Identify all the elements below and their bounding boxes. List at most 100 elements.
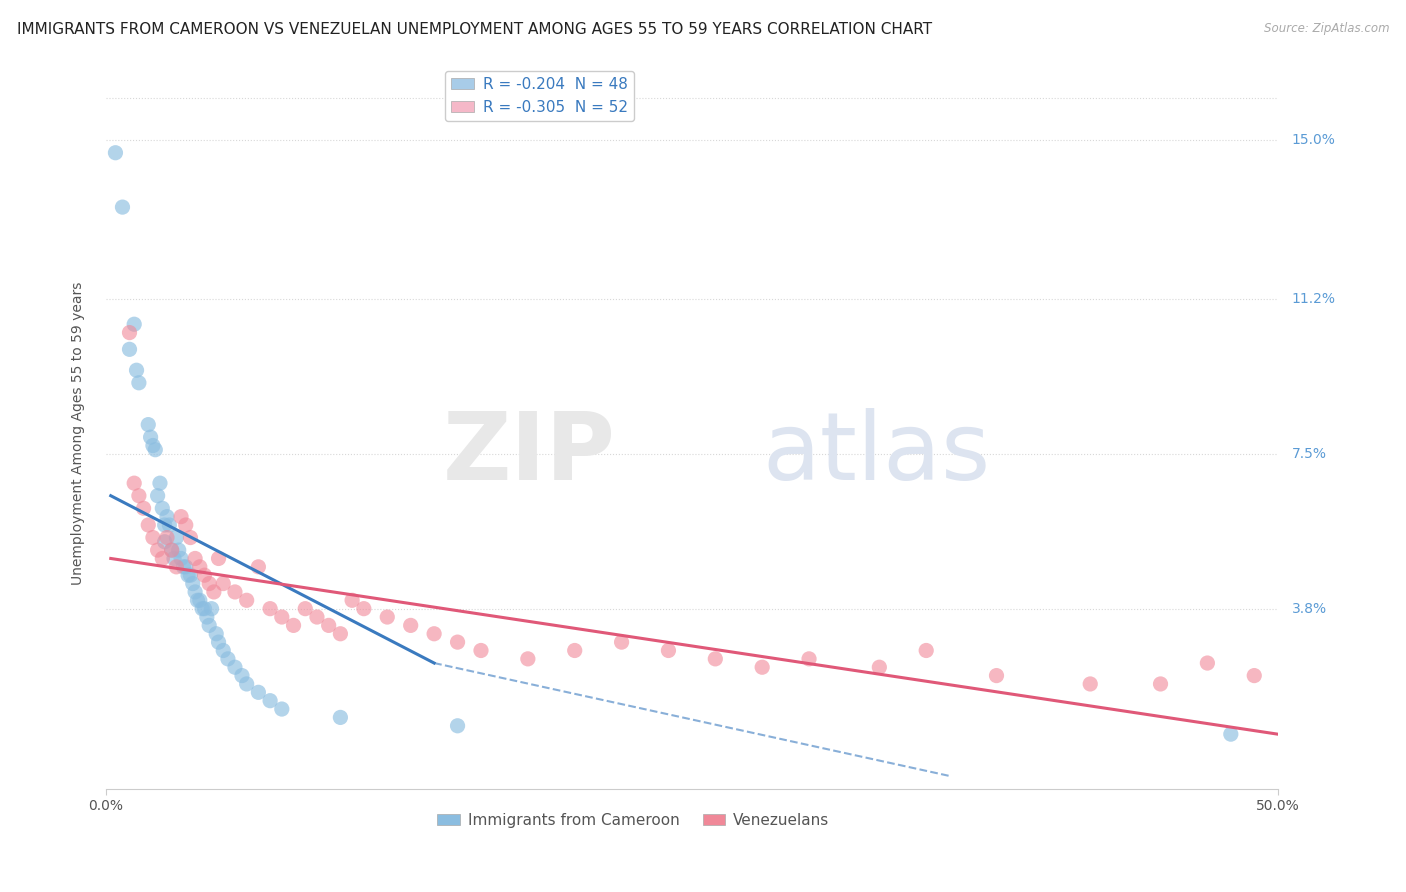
Point: [136, 518, 159, 533]
Point: [200, 601, 222, 615]
Point: [165, 559, 187, 574]
Point: [188, 559, 211, 574]
Point: [146, 543, 169, 558]
Point: [172, 559, 194, 574]
Point: [170, 509, 193, 524]
Text: 15.0%: 15.0%: [1292, 133, 1336, 147]
Point: [516, 652, 538, 666]
Point: [986, 668, 1008, 682]
Point: [184, 585, 207, 599]
Point: [1149, 677, 1171, 691]
Point: [294, 601, 316, 615]
Point: [142, 531, 165, 545]
Point: [160, 543, 183, 558]
Point: [198, 576, 221, 591]
Point: [446, 635, 468, 649]
Point: [191, 601, 214, 615]
Point: [915, 643, 938, 657]
Point: [207, 635, 229, 649]
Point: [111, 200, 134, 214]
Point: [128, 489, 150, 503]
Point: [353, 601, 375, 615]
Text: 11.2%: 11.2%: [1292, 293, 1336, 306]
Point: [198, 618, 221, 632]
Text: 3.8%: 3.8%: [1292, 602, 1327, 615]
Point: [212, 643, 235, 657]
Point: [132, 501, 155, 516]
Point: [224, 660, 246, 674]
Point: [179, 531, 201, 545]
Y-axis label: Unemployment Among Ages 55 to 59 years: Unemployment Among Ages 55 to 59 years: [72, 281, 86, 584]
Point: [446, 719, 468, 733]
Point: [188, 593, 211, 607]
Point: [186, 593, 208, 607]
Point: [156, 509, 179, 524]
Point: [329, 626, 352, 640]
Point: [150, 501, 173, 516]
Point: [157, 518, 180, 533]
Text: IMMIGRANTS FROM CAMEROON VS VENEZUELAN UNEMPLOYMENT AMONG AGES 55 TO 59 YEARS CO: IMMIGRANTS FROM CAMEROON VS VENEZUELAN U…: [17, 22, 932, 37]
Point: [235, 677, 257, 691]
Point: [160, 543, 183, 558]
Point: [174, 559, 197, 574]
Point: [167, 543, 190, 558]
Text: atlas: atlas: [762, 409, 990, 500]
Point: [165, 531, 187, 545]
Point: [247, 559, 270, 574]
Point: [235, 593, 257, 607]
Point: [163, 551, 186, 566]
Point: [270, 610, 292, 624]
Point: [184, 551, 207, 566]
Point: [177, 568, 200, 582]
Point: [179, 568, 201, 582]
Point: [118, 343, 141, 357]
Point: [1243, 668, 1265, 682]
Point: [193, 601, 215, 615]
Point: [247, 685, 270, 699]
Point: [259, 601, 281, 615]
Point: [1219, 727, 1241, 741]
Point: [128, 376, 150, 390]
Point: [149, 476, 172, 491]
Point: [797, 652, 820, 666]
Point: [207, 551, 229, 566]
Point: [340, 593, 363, 607]
Point: [153, 534, 176, 549]
Point: [704, 652, 727, 666]
Point: [122, 476, 145, 491]
Point: [202, 585, 225, 599]
Point: [399, 618, 422, 632]
Point: [1197, 656, 1219, 670]
Point: [122, 317, 145, 331]
Point: [610, 635, 633, 649]
Point: [868, 660, 890, 674]
Point: [156, 531, 179, 545]
Point: [181, 576, 204, 591]
Point: [375, 610, 398, 624]
Point: [146, 489, 169, 503]
Point: [143, 442, 166, 457]
Point: [170, 551, 193, 566]
Point: [212, 576, 235, 591]
Point: [283, 618, 305, 632]
Point: [224, 585, 246, 599]
Point: [259, 694, 281, 708]
Point: [1078, 677, 1101, 691]
Point: [104, 145, 127, 160]
Point: [305, 610, 328, 624]
Point: [174, 518, 197, 533]
Point: [150, 551, 173, 566]
Point: [142, 438, 165, 452]
Point: [657, 643, 679, 657]
Point: [329, 710, 352, 724]
Text: ZIP: ZIP: [443, 409, 616, 500]
Point: [205, 626, 228, 640]
Point: [270, 702, 292, 716]
Point: [193, 568, 215, 582]
Point: [125, 363, 148, 377]
Point: [153, 518, 176, 533]
Point: [231, 668, 253, 682]
Point: [217, 652, 239, 666]
Point: [139, 430, 162, 444]
Point: [423, 626, 446, 640]
